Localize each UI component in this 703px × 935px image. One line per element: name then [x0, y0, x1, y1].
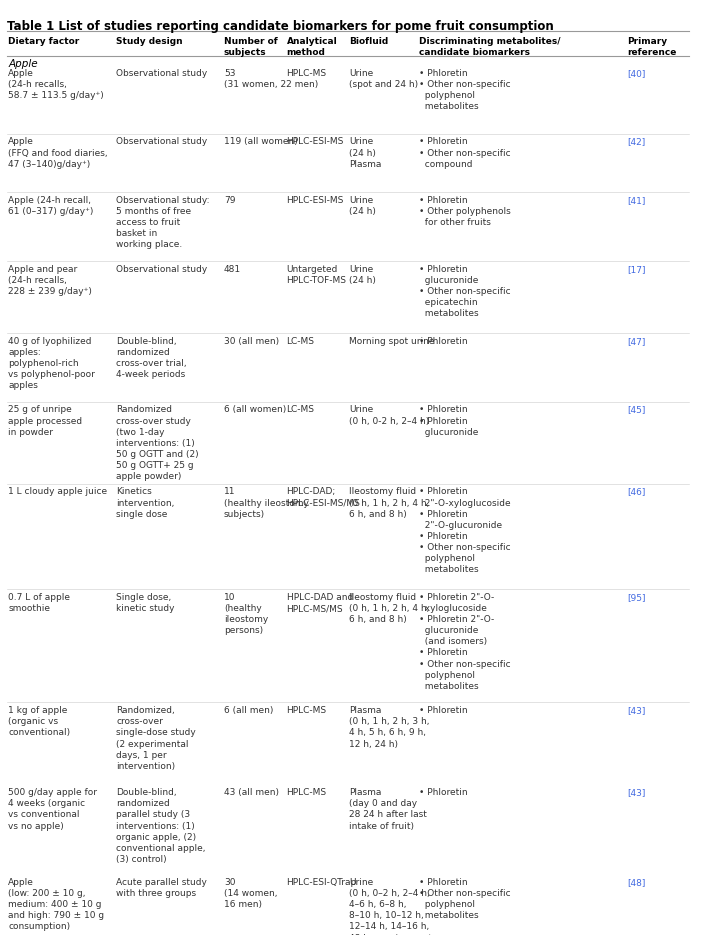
- Text: • Phloretin 2"-O-
  xyloglucoside
• Phloretin 2"-O-
  glucuronide
  (and isomers: • Phloretin 2"-O- xyloglucoside • Phlore…: [419, 593, 510, 691]
- Text: Urine
(24 h): Urine (24 h): [349, 196, 376, 216]
- Text: 30
(14 women,
16 men): 30 (14 women, 16 men): [224, 878, 278, 910]
- Text: HPLC-MS: HPLC-MS: [287, 69, 327, 78]
- Text: 481: 481: [224, 265, 241, 274]
- Text: Apple
(FFQ and food diaries,
47 (3–140)g/day⁺): Apple (FFQ and food diaries, 47 (3–140)g…: [8, 137, 108, 168]
- Text: [40]: [40]: [628, 69, 646, 78]
- Text: Observational study:
5 months of free
access to fruit
basket in
working place.: Observational study: 5 months of free ac…: [116, 196, 209, 250]
- Text: • Phloretin
  glucuronide
• Other non-specific
  epicatechin
  metabolites: • Phloretin glucuronide • Other non-spec…: [419, 265, 510, 318]
- Text: 25 g of unripe
apple processed
in powder: 25 g of unripe apple processed in powder: [8, 406, 82, 437]
- Text: • Phloretin
• Other non-specific
  polyphenol
  metabolites: • Phloretin • Other non-specific polyphe…: [419, 69, 510, 111]
- Text: Biofluid: Biofluid: [349, 37, 389, 47]
- Text: Urine
(24 h): Urine (24 h): [349, 265, 376, 285]
- Text: [42]: [42]: [628, 137, 645, 147]
- Text: Table 1 List of studies reporting candidate biomarkers for pome fruit consumptio: Table 1 List of studies reporting candid…: [7, 20, 554, 33]
- Text: HPLC-ESI-MS: HPLC-ESI-MS: [287, 196, 344, 205]
- Text: 10
(healthy
ileostomy
persons): 10 (healthy ileostomy persons): [224, 593, 269, 635]
- Text: 6 (all men): 6 (all men): [224, 706, 273, 715]
- Text: [43]: [43]: [628, 788, 646, 798]
- Text: • Phloretin
• Other non-specific
  compound: • Phloretin • Other non-specific compoun…: [419, 137, 510, 168]
- Text: Number of
subjects: Number of subjects: [224, 37, 278, 57]
- Text: [41]: [41]: [628, 196, 646, 205]
- Text: 1 L cloudy apple juice: 1 L cloudy apple juice: [8, 487, 108, 496]
- Text: Apple and pear
(24-h recalls,
228 ± 239 g/day⁺): Apple and pear (24-h recalls, 228 ± 239 …: [8, 265, 92, 296]
- Text: [47]: [47]: [628, 337, 646, 346]
- Text: LC-MS: LC-MS: [287, 337, 315, 346]
- Text: 6 (all women): 6 (all women): [224, 406, 286, 414]
- Text: HPLC-MS: HPLC-MS: [287, 788, 327, 798]
- Text: Primary
reference: Primary reference: [628, 37, 677, 57]
- Text: 40 g of lyophilized
apples:
polyphenol-rich
vs polyphenol-poor
apples: 40 g of lyophilized apples: polyphenol-r…: [8, 337, 95, 390]
- Text: Untargeted
HPLC-TOF-MS: Untargeted HPLC-TOF-MS: [287, 265, 347, 285]
- Text: Morning spot urine: Morning spot urine: [349, 337, 434, 346]
- Text: LC-MS: LC-MS: [287, 406, 315, 414]
- Text: Analytical
method: Analytical method: [287, 37, 337, 57]
- Text: HPLC-MS: HPLC-MS: [287, 706, 327, 715]
- Text: Urine
(0 h, 0-2 h, 2–4 h): Urine (0 h, 0-2 h, 2–4 h): [349, 406, 430, 425]
- Text: Kinetics
intervention,
single dose: Kinetics intervention, single dose: [116, 487, 174, 519]
- Text: 30 (all men): 30 (all men): [224, 337, 279, 346]
- Text: Observational study: Observational study: [116, 265, 207, 274]
- Text: • Phloretin: • Phloretin: [419, 788, 467, 798]
- Text: • Phloretin: • Phloretin: [419, 706, 467, 715]
- Text: Ileostomy fluid
(0 h, 1 h, 2 h, 4 h,
6 h, and 8 h): Ileostomy fluid (0 h, 1 h, 2 h, 4 h, 6 h…: [349, 593, 430, 625]
- Text: Apple
(24-h recalls,
58.7 ± 113.5 g/day⁺): Apple (24-h recalls, 58.7 ± 113.5 g/day⁺…: [8, 69, 104, 100]
- Text: Plasma
(0 h, 1 h, 2 h, 3 h,
4 h, 5 h, 6 h, 9 h,
12 h, 24 h): Plasma (0 h, 1 h, 2 h, 3 h, 4 h, 5 h, 6 …: [349, 706, 430, 749]
- Text: 43 (all men): 43 (all men): [224, 788, 279, 798]
- Text: Urine
(0 h, 0–2 h, 2–4 h,
4–6 h, 6–8 h,
8–10 h, 10–12 h,
12–14 h, 14–16 h,
48 h : Urine (0 h, 0–2 h, 2–4 h, 4–6 h, 6–8 h, …: [349, 878, 435, 935]
- Text: HPLC-DAD;
HPLC-ESI-MS/MS: HPLC-DAD; HPLC-ESI-MS/MS: [287, 487, 361, 508]
- Text: • Phloretin
  2"-O-xyloglucoside
• Phloretin
  2"-O-glucuronide
• Phloretin
• Ot: • Phloretin 2"-O-xyloglucoside • Phloret…: [419, 487, 510, 574]
- Text: Study design: Study design: [116, 37, 183, 47]
- Text: Apple (24-h recall,
61 (0–317) g/day⁺): Apple (24-h recall, 61 (0–317) g/day⁺): [8, 196, 93, 216]
- Text: [43]: [43]: [628, 706, 646, 715]
- Text: Randomized
cross-over study
(two 1-day
interventions: (1)
50 g OGTT and (2)
50 g: Randomized cross-over study (two 1-day i…: [116, 406, 199, 481]
- Text: Observational study: Observational study: [116, 69, 207, 78]
- Text: • Phloretin
• Other non-specific
  polyphenol
  metabolites: • Phloretin • Other non-specific polyphe…: [419, 878, 510, 920]
- Text: Randomized,
cross-over
single-dose study
(2 experimental
days, 1 per
interventio: Randomized, cross-over single-dose study…: [116, 706, 196, 770]
- Text: • Phloretin: • Phloretin: [419, 337, 467, 346]
- Text: 0.7 L of apple
smoothie: 0.7 L of apple smoothie: [8, 593, 70, 613]
- Text: HPLC-ESI-MS: HPLC-ESI-MS: [287, 137, 344, 147]
- Text: Dietary factor: Dietary factor: [8, 37, 79, 47]
- Text: Urine
(24 h)
Plasma: Urine (24 h) Plasma: [349, 137, 382, 168]
- Text: Plasma
(day 0 and day
28 24 h after last
intake of fruit): Plasma (day 0 and day 28 24 h after last…: [349, 788, 427, 830]
- Text: Discriminating metabolites/
candidate biomarkers: Discriminating metabolites/ candidate bi…: [419, 37, 560, 57]
- Text: Double-blind,
randomized
cross-over trial,
4-week periods: Double-blind, randomized cross-over tria…: [116, 337, 187, 379]
- Text: [46]: [46]: [628, 487, 646, 496]
- Text: 53
(31 women, 22 men): 53 (31 women, 22 men): [224, 69, 318, 89]
- Text: Single dose,
kinetic study: Single dose, kinetic study: [116, 593, 174, 613]
- Text: Acute parallel study
with three groups: Acute parallel study with three groups: [116, 878, 207, 899]
- Text: Observational study: Observational study: [116, 137, 207, 147]
- Text: Apple
(low: 200 ± 10 g,
medium: 400 ± 10 g
and high: 790 ± 10 g
consumption): Apple (low: 200 ± 10 g, medium: 400 ± 10…: [8, 878, 105, 931]
- Text: 79: 79: [224, 196, 236, 205]
- Text: • Phloretin
• Phloretin
  glucuronide: • Phloretin • Phloretin glucuronide: [419, 406, 478, 437]
- Text: HPLC-ESI-QTrap: HPLC-ESI-QTrap: [287, 878, 357, 887]
- Text: 1 kg of apple
(organic vs
conventional): 1 kg of apple (organic vs conventional): [8, 706, 70, 738]
- Text: 119 (all women): 119 (all women): [224, 137, 298, 147]
- Text: Ileostomy fluid
(0 h, 1 h, 2 h, 4 h,
6 h, and 8 h): Ileostomy fluid (0 h, 1 h, 2 h, 4 h, 6 h…: [349, 487, 430, 519]
- Text: [48]: [48]: [628, 878, 646, 887]
- Text: • Phloretin
• Other polyphenols
  for other fruits: • Phloretin • Other polyphenols for othe…: [419, 196, 510, 227]
- Text: 500 g/day apple for
4 weeks (organic
vs conventional
vs no apple): 500 g/day apple for 4 weeks (organic vs …: [8, 788, 97, 830]
- Text: [95]: [95]: [628, 593, 646, 602]
- Text: 11
(healthy ileostomy
subjects): 11 (healthy ileostomy subjects): [224, 487, 309, 519]
- Text: Double-blind,
randomized
parallel study (3
interventions: (1)
organic apple, (2): Double-blind, randomized parallel study …: [116, 788, 206, 864]
- Text: HPLC-DAD and
HPLC-MS/MS: HPLC-DAD and HPLC-MS/MS: [287, 593, 353, 613]
- Text: [17]: [17]: [628, 265, 646, 274]
- Text: [45]: [45]: [628, 406, 646, 414]
- Text: Apple: Apple: [8, 60, 38, 69]
- Text: Urine
(spot and 24 h): Urine (spot and 24 h): [349, 69, 418, 89]
